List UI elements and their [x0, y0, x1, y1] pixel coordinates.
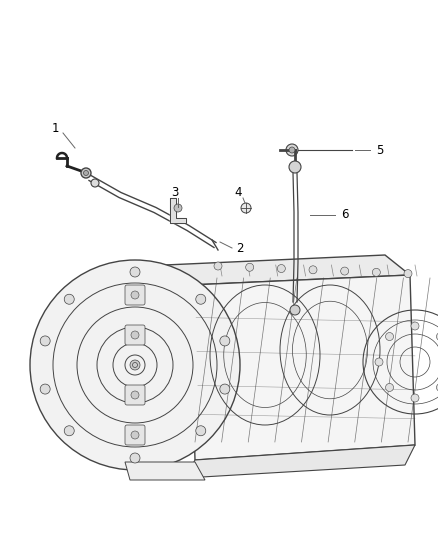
Circle shape [214, 262, 222, 270]
FancyBboxPatch shape [125, 325, 145, 345]
Circle shape [40, 384, 50, 394]
Circle shape [130, 453, 140, 463]
Circle shape [411, 394, 419, 402]
Circle shape [286, 144, 298, 156]
Circle shape [91, 179, 99, 187]
Circle shape [30, 260, 240, 470]
Polygon shape [170, 198, 186, 223]
Circle shape [133, 362, 138, 367]
Circle shape [40, 336, 50, 346]
Circle shape [220, 384, 230, 394]
Text: 4: 4 [234, 185, 242, 198]
Text: 3: 3 [171, 185, 179, 198]
Circle shape [64, 294, 74, 304]
Circle shape [436, 383, 438, 391]
Circle shape [130, 360, 140, 370]
Polygon shape [165, 255, 410, 285]
Circle shape [372, 268, 380, 276]
Text: 1: 1 [51, 122, 59, 134]
Circle shape [220, 336, 230, 346]
Circle shape [196, 294, 206, 304]
Circle shape [84, 171, 88, 175]
FancyBboxPatch shape [125, 425, 145, 445]
Circle shape [131, 291, 139, 299]
Text: 6: 6 [341, 208, 349, 222]
Circle shape [277, 264, 285, 272]
Circle shape [309, 266, 317, 274]
Circle shape [246, 263, 254, 271]
Circle shape [174, 204, 182, 212]
Circle shape [290, 305, 300, 315]
Circle shape [241, 203, 251, 213]
Circle shape [196, 426, 206, 436]
Circle shape [289, 147, 295, 153]
Text: 5: 5 [376, 143, 384, 157]
Circle shape [375, 358, 383, 366]
FancyBboxPatch shape [125, 385, 145, 405]
Circle shape [404, 270, 412, 278]
Circle shape [289, 161, 301, 173]
Circle shape [131, 431, 139, 439]
Circle shape [130, 267, 140, 277]
FancyBboxPatch shape [125, 285, 145, 305]
Circle shape [341, 267, 349, 275]
Polygon shape [190, 275, 415, 460]
Circle shape [385, 383, 394, 391]
Circle shape [131, 391, 139, 399]
Circle shape [385, 333, 394, 341]
Circle shape [131, 331, 139, 339]
Circle shape [81, 168, 91, 178]
Text: 2: 2 [236, 241, 244, 254]
Circle shape [436, 333, 438, 341]
Polygon shape [125, 462, 205, 480]
Circle shape [411, 322, 419, 330]
Polygon shape [185, 445, 415, 478]
Circle shape [64, 426, 74, 436]
